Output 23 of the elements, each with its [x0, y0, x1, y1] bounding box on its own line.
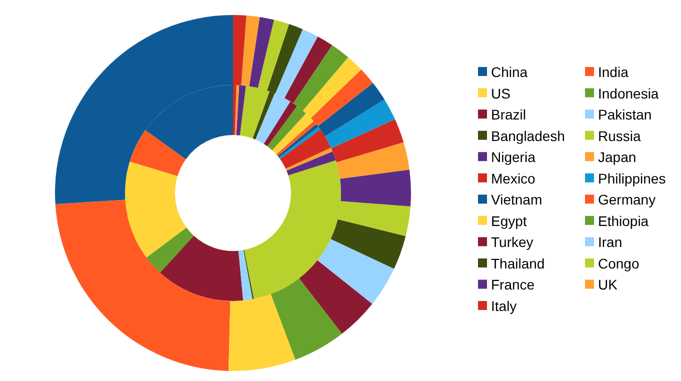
legend-label: Brazil — [491, 106, 526, 123]
legend-label: France — [491, 276, 535, 293]
legend-label: Japan — [598, 149, 636, 166]
legend-label: Vietnam — [491, 192, 542, 208]
legend-label: Russia — [598, 128, 642, 144]
legend-label: Pakistan — [598, 106, 652, 123]
legend-label: Egypt — [491, 212, 527, 229]
legend-label: Italy — [491, 298, 517, 314]
legend-label: Iran — [598, 234, 622, 250]
legend-label: Indonesia — [598, 85, 659, 102]
legend-label: Bangladesh — [491, 128, 565, 144]
legend-label: Germany — [598, 192, 656, 208]
legend-label: India — [598, 64, 629, 80]
legend-label: Philippines — [598, 170, 666, 186]
legend-label: US — [491, 85, 510, 102]
legend-label: Ethiopia — [598, 212, 649, 229]
legend-label: Nigeria — [491, 149, 536, 166]
legend-label: Mexico — [491, 170, 536, 186]
legend-label: China — [491, 64, 528, 80]
legend-label: UK — [598, 276, 618, 293]
legend-label: Congo — [598, 255, 640, 272]
legend-label: Thailand — [491, 255, 545, 272]
legend-label: Turkey — [491, 234, 534, 250]
